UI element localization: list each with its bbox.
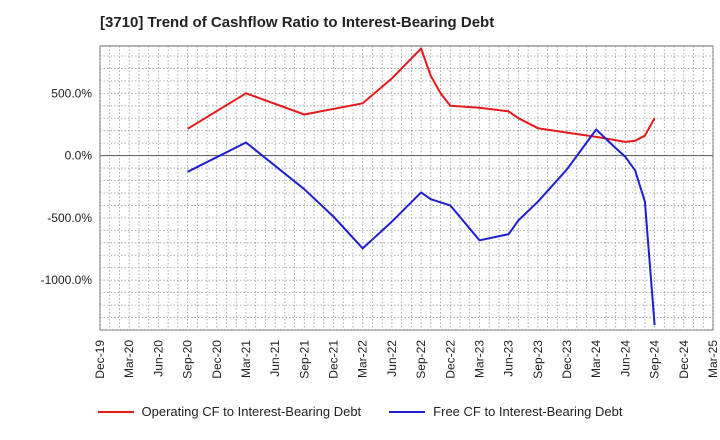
plot-area (99, 45, 714, 331)
x-tick-label: Jun-21 (268, 340, 282, 377)
y-tick-label: 0.0% (65, 149, 93, 163)
x-tick-label: Dec-20 (210, 340, 224, 379)
x-tick-label: Dec-19 (93, 340, 107, 379)
legend: Operating CF to Interest-Bearing Debt Fr… (0, 404, 720, 419)
x-tick-label: Mar-20 (122, 340, 136, 378)
x-tick-label: Sep-21 (297, 340, 311, 379)
x-tick-label: Jun-20 (151, 340, 165, 377)
y-tick-label: -500.0% (47, 211, 92, 225)
x-tick-label: Mar-25 (706, 340, 720, 378)
x-tick-label: Sep-24 (648, 340, 662, 379)
x-tick-label: Mar-24 (589, 340, 603, 378)
x-tick-label: Dec-23 (560, 340, 574, 379)
x-tick-label: Mar-22 (356, 340, 370, 378)
x-tick-label: Sep-23 (531, 340, 545, 379)
x-tick-label: Dec-21 (327, 340, 341, 379)
x-tick-label: Sep-20 (181, 340, 195, 379)
x-tick-label: Mar-23 (472, 340, 486, 378)
x-tick-label: Dec-24 (677, 340, 691, 379)
y-tick-label: 500.0% (51, 86, 92, 100)
series-line-free (187, 128, 656, 326)
y-tick-label: -1000.0% (41, 273, 93, 287)
chart-title: [3710] Trend of Cashflow Ratio to Intere… (100, 14, 495, 31)
series-line-operating (187, 47, 656, 143)
x-tick-label: Dec-22 (443, 340, 457, 379)
legend-item-operating: Operating CF to Interest-Bearing Debt (97, 404, 362, 419)
legend-label-free: Free CF to Interest-Bearing Debt (433, 404, 623, 419)
legend-swatch-operating (97, 410, 134, 413)
legend-swatch-free (389, 410, 426, 413)
legend-label-operating: Operating CF to Interest-Bearing Debt (141, 404, 362, 419)
x-tick-label: Jun-23 (502, 340, 516, 377)
x-tick-label: Jun-24 (618, 340, 632, 377)
x-tick-label: Jun-22 (385, 340, 399, 377)
x-tick-label: Mar-21 (239, 340, 253, 378)
legend-item-free: Free CF to Interest-Bearing Debt (389, 404, 622, 419)
x-tick-label: Sep-22 (414, 340, 428, 379)
